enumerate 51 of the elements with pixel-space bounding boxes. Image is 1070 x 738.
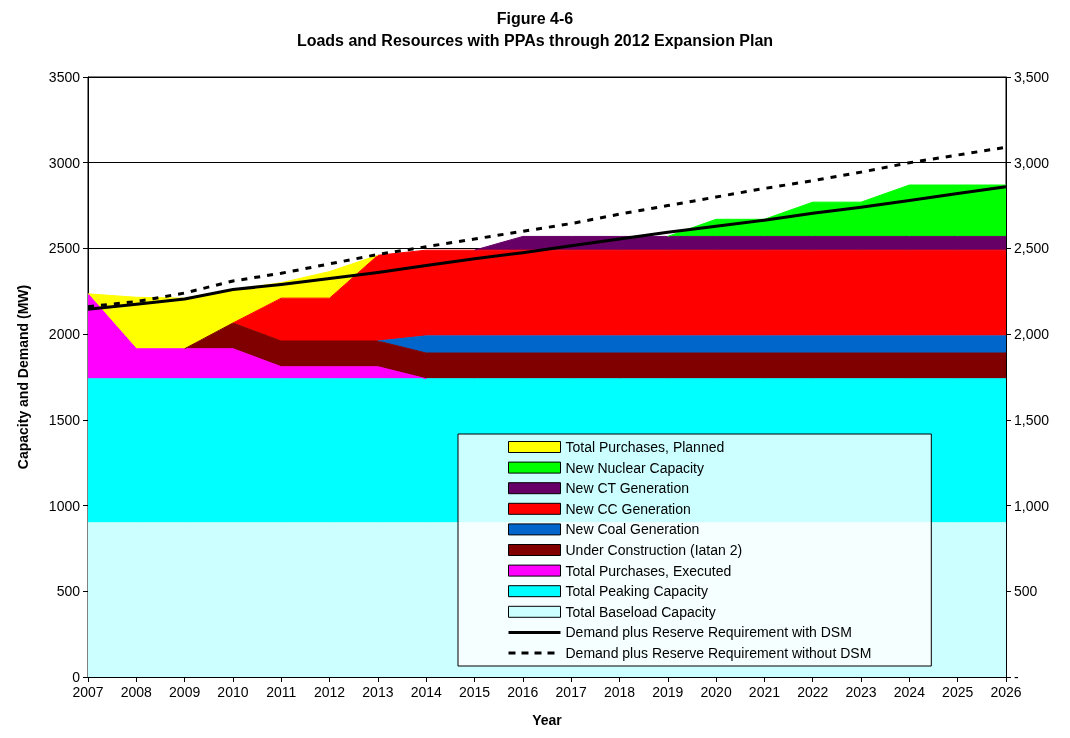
legend-label: Total Baseload Capacity xyxy=(565,603,716,620)
x-tick-label: 2014 xyxy=(410,684,442,700)
x-tick-label: 2022 xyxy=(797,684,829,700)
legend-label: Demand plus Reserve Requirement without DSM xyxy=(565,645,872,661)
legend-label: New CC Generation xyxy=(565,500,691,517)
y2-tick-label: 3,000 xyxy=(1014,154,1050,171)
y2-tick-label: 1,000 xyxy=(1014,497,1050,514)
y-tick-label: 3500 xyxy=(48,69,81,85)
chart-subtitle: Loads and Resources with PPAs through 2012 Expansion Plan xyxy=(296,31,774,49)
x-tick-label: 2021 xyxy=(748,684,781,700)
x-tick-label: 2026 xyxy=(990,684,1022,700)
y-axis-title: Capacity and Demand (MW) xyxy=(15,284,31,470)
x-tick-label: 2011 xyxy=(266,684,297,700)
x-tick-label: 2023 xyxy=(845,684,877,700)
x-tick-label: 2017 xyxy=(555,684,587,700)
legend-label: Total Purchases, Planned xyxy=(565,439,725,455)
x-tick-label: 2010 xyxy=(217,684,249,700)
legend-label: New Nuclear Capacity xyxy=(565,459,704,476)
x-tick-label: 2015 xyxy=(458,684,491,700)
y-tick-label: 2000 xyxy=(48,326,81,343)
x-tick-label: 2020 xyxy=(700,684,732,700)
y2-tick-label: - xyxy=(1014,669,1019,685)
legend-label: New CT Generation xyxy=(565,480,689,497)
x-tick-label: 2024 xyxy=(893,684,926,700)
y2-tick-label: 3,500 xyxy=(1014,69,1050,85)
y-tick-label: 0 xyxy=(72,669,81,685)
y2-tick-label: 1,500 xyxy=(1014,411,1050,428)
legend-label: Total Purchases, Executed xyxy=(565,562,732,579)
legend-label: Total Peaking Capacity xyxy=(565,583,708,600)
y-tick-label: 1000 xyxy=(48,497,81,514)
y2-tick-label: 2,000 xyxy=(1014,326,1050,343)
y-tick-label: 500 xyxy=(56,583,81,600)
x-axis-title: Year xyxy=(532,712,563,728)
legend-label: New Coal Generation xyxy=(565,521,700,538)
x-tick-label: 2009 xyxy=(169,684,201,700)
y-tick-label: 3000 xyxy=(48,154,81,171)
x-tick-label: 2008 xyxy=(120,684,153,700)
legend-label: Demand plus Reserve Requirement with DSM xyxy=(565,624,852,641)
y2-tick-label: 500 xyxy=(1014,583,1038,600)
chart-title: Figure 4-6 xyxy=(496,9,574,27)
x-tick-label: 2012 xyxy=(314,684,346,700)
y2-tick-label: 2,500 xyxy=(1014,240,1050,257)
x-tick-label: 2013 xyxy=(362,684,394,700)
x-tick-label: 2025 xyxy=(942,684,974,700)
y-tick-label: 1500 xyxy=(48,411,81,428)
legend-label: Under Construction (Iatan 2) xyxy=(565,542,743,558)
y-tick-label: 2500 xyxy=(48,240,81,257)
x-tick-label: 2016 xyxy=(507,684,539,700)
x-tick-label: 2018 xyxy=(603,684,636,700)
x-tick-label: 2007 xyxy=(72,684,104,700)
x-tick-label: 2019 xyxy=(652,684,684,700)
